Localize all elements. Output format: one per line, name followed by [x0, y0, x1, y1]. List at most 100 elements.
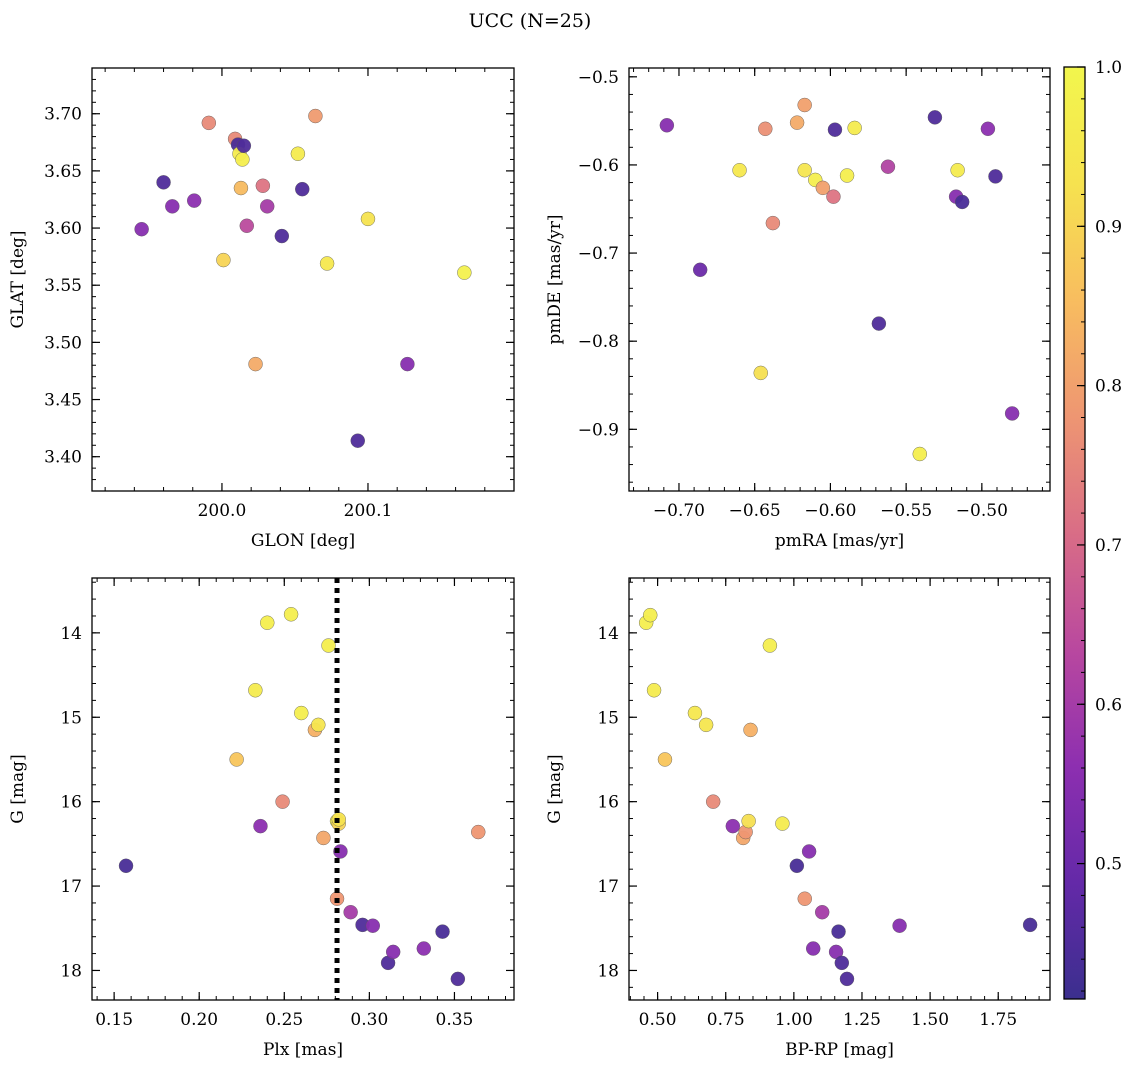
x-tick-label: 1.00 [775, 1010, 813, 1030]
y-tick-label: 3.50 [44, 333, 82, 353]
data-point [831, 924, 846, 939]
x-tick-label: 0.35 [436, 1010, 474, 1030]
x-tick-label: −0.65 [729, 501, 781, 521]
data-point [927, 110, 943, 125]
y-tick-label: 16 [597, 793, 619, 813]
data-point [789, 858, 805, 874]
data-point [385, 944, 401, 960]
y-tick-label: −0.7 [578, 244, 619, 264]
data-point [165, 199, 180, 214]
y-tick-label: 16 [60, 793, 82, 813]
y-axis-label: GLAT [deg] [8, 230, 28, 328]
x-tick-label: 1.75 [979, 1010, 1017, 1030]
data-point [471, 824, 486, 840]
x-tick-label: 200.0 [198, 501, 247, 521]
colorbar-tick-label: 0.9 [1095, 217, 1122, 237]
data-point [274, 228, 290, 244]
panel-plx-vs-g: 0.15 0.20 0.25 0.30 0.35 14 15 16 17 18 Plx [mas] G… [8, 577, 515, 1060]
x-tick-label: −0.50 [956, 501, 1008, 521]
data-point [880, 159, 896, 174]
figure-title: UCC (N=25) [469, 10, 592, 32]
data-point [365, 918, 380, 933]
data-point [134, 221, 149, 237]
data-point [980, 121, 996, 137]
y-tick-label: −0.5 [578, 68, 619, 88]
colorbar-tick-label: 0.7 [1095, 536, 1122, 556]
data-point [118, 858, 134, 874]
data-point [216, 252, 231, 268]
data-point [416, 941, 432, 956]
data-point [646, 683, 662, 698]
data-point [892, 918, 907, 933]
data-point [725, 818, 741, 834]
y-tick-label: 15 [597, 708, 619, 728]
data-point [350, 433, 365, 448]
data-point [659, 118, 675, 133]
data-point [294, 705, 309, 721]
data-point [233, 180, 249, 196]
colorbar-gradient [1063, 66, 1086, 1000]
data-point [950, 163, 965, 178]
data-point [290, 146, 306, 161]
y-tick-label: −0.9 [578, 420, 619, 440]
y-tick-label: −0.8 [578, 332, 619, 352]
y-axis-label: G [mag] [8, 754, 28, 823]
data-point [643, 607, 658, 623]
data-point [319, 256, 335, 271]
data-point [692, 262, 708, 278]
y-tick-label: 17 [60, 877, 82, 897]
x-axis-label: Plx [mas] [263, 1040, 343, 1060]
colorbar: 0.5 0.6 0.7 0.8 0.9 1.0 [1063, 58, 1122, 1000]
data-point [789, 115, 805, 130]
data-point [1004, 406, 1020, 421]
data-point [229, 752, 244, 767]
data-point [871, 316, 887, 331]
y-tick-label: 3.70 [44, 105, 82, 125]
data-point [201, 115, 217, 131]
y-tick-label: 3.40 [44, 448, 82, 468]
y-tick-label: 18 [60, 961, 82, 981]
data-point [260, 199, 275, 214]
data-point [806, 941, 821, 956]
data-point [687, 705, 703, 721]
y-tick-label: −0.6 [578, 156, 619, 176]
data-point [253, 818, 268, 834]
data-point [187, 193, 202, 208]
data-point [1022, 917, 1038, 933]
x-tick-label: 0.30 [350, 1010, 388, 1030]
data-point [753, 365, 768, 381]
data-point [839, 971, 855, 987]
data-point [255, 178, 271, 193]
data-point [834, 955, 850, 971]
data-point [156, 175, 171, 190]
y-tick-label: 15 [60, 708, 82, 728]
data-point [797, 891, 812, 906]
colorbar-tick-label: 1.0 [1095, 58, 1122, 78]
data-point [435, 924, 450, 939]
x-tick-label: −0.60 [804, 501, 856, 521]
x-axis-label: pmRA [mas/yr] [775, 531, 904, 551]
panel-proper-motion: −0.70 −0.65 −0.60 −0.55 −0.50 −0.9 −0.8 −0.7 −0.… [545, 67, 1051, 551]
data-point [450, 971, 466, 987]
plot-frame [91, 67, 515, 492]
data-point [912, 446, 927, 462]
data-point [839, 168, 855, 183]
data-point [283, 607, 299, 622]
y-tick-label: 3.65 [44, 162, 82, 182]
panel-sky: 200.0 200.1 3.40 3.45 3.50 3.55 3.60 3.65 3.70 GL… [8, 67, 515, 551]
data-point [743, 722, 758, 738]
x-axis-label: BP-RP [mag] [785, 1040, 894, 1060]
data-point [698, 717, 714, 733]
data-point [239, 218, 254, 233]
y-tick-label: 17 [597, 877, 619, 897]
data-point [275, 794, 290, 809]
x-tick-label: 0.20 [180, 1010, 218, 1030]
y-tick-label: 3.45 [44, 391, 82, 411]
data-point [801, 844, 817, 859]
data-point [815, 180, 831, 196]
data-point [248, 356, 263, 372]
plot-frame [628, 67, 1051, 492]
data-point [954, 194, 970, 210]
y-tick-label: 3.55 [44, 276, 82, 296]
